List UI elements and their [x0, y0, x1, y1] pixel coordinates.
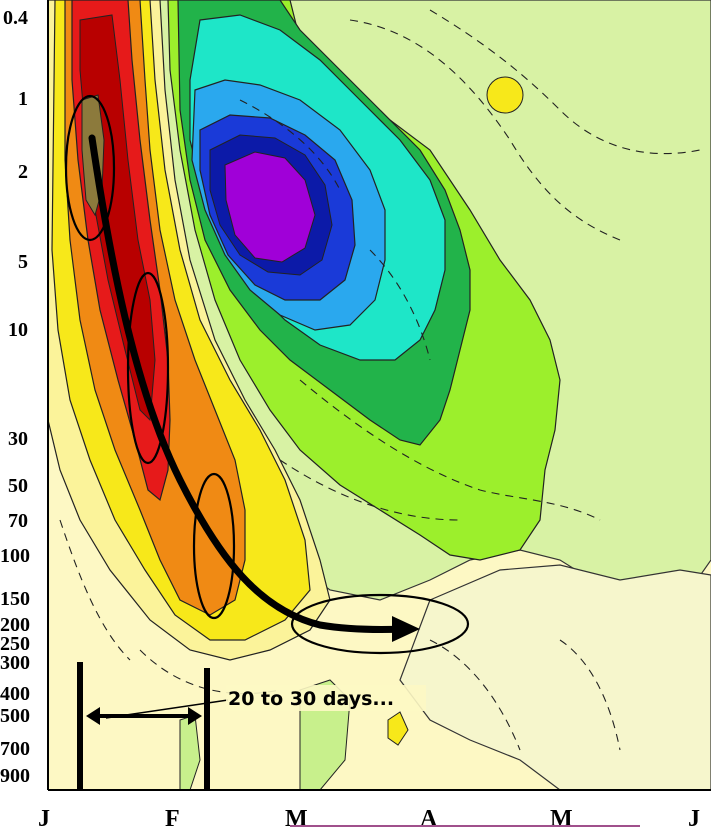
propagation-arrowhead [392, 616, 420, 642]
x-tick-label: M [285, 806, 308, 829]
span-arrowhead-left [86, 707, 100, 725]
x-axis: J F M A M J [38, 806, 700, 829]
annotation-ellipses [64, 94, 470, 655]
y-tick-label: 150 [0, 588, 30, 610]
y-tick-label: 50 [8, 475, 28, 497]
y-tick-label: 200 [0, 614, 30, 636]
annotation-label-bg [226, 685, 426, 711]
ellipse-stratosphere-upper [64, 94, 116, 242]
y-tick-label: 0.4 [3, 7, 28, 29]
x-tick-label: M [550, 806, 573, 829]
blob-yellow-upper-right [486, 76, 524, 114]
ellipse-lower-strat [192, 472, 236, 620]
y-tick-label: 250 [0, 633, 30, 655]
region-pale-lower-right [399, 564, 711, 790]
x-tick-label: F [165, 806, 180, 829]
ellipse-stratosphere-mid [126, 271, 170, 465]
y-tick-label: 5 [18, 251, 28, 273]
y-tick-label: 70 [8, 510, 28, 532]
y-tick-label: 500 [0, 705, 30, 727]
y-tick-label: 100 [0, 545, 30, 567]
y-tick-label: 2 [18, 161, 28, 183]
y-tick-label: 700 [0, 738, 30, 760]
plot-area [48, 0, 711, 790]
y-tick-label: 900 [0, 765, 30, 787]
y-tick-label: 400 [0, 683, 30, 705]
region-purple [224, 151, 316, 263]
y-axis: 0.4 1 2 5 10 30 50 70 100 150 200 250 30… [0, 7, 30, 787]
propagation-arrow-path [88, 134, 409, 634]
span-arrowhead-right [188, 707, 202, 725]
x-tick-label: J [38, 806, 50, 829]
y-tick-label: 30 [8, 428, 28, 450]
dashed-contours [59, 9, 701, 751]
annotation-label: 20 to 30 days... [228, 688, 394, 710]
y-tick-label: 300 [0, 652, 30, 674]
y-tick-label: 1 [18, 88, 28, 110]
span-leader-line [105, 699, 229, 719]
x-tick-label: A [420, 806, 438, 829]
blob-yellow-bottom [387, 711, 409, 746]
x-tick-label: J [688, 806, 700, 829]
y-tick-label: 10 [8, 319, 28, 341]
ellipse-troposphere [290, 593, 470, 655]
